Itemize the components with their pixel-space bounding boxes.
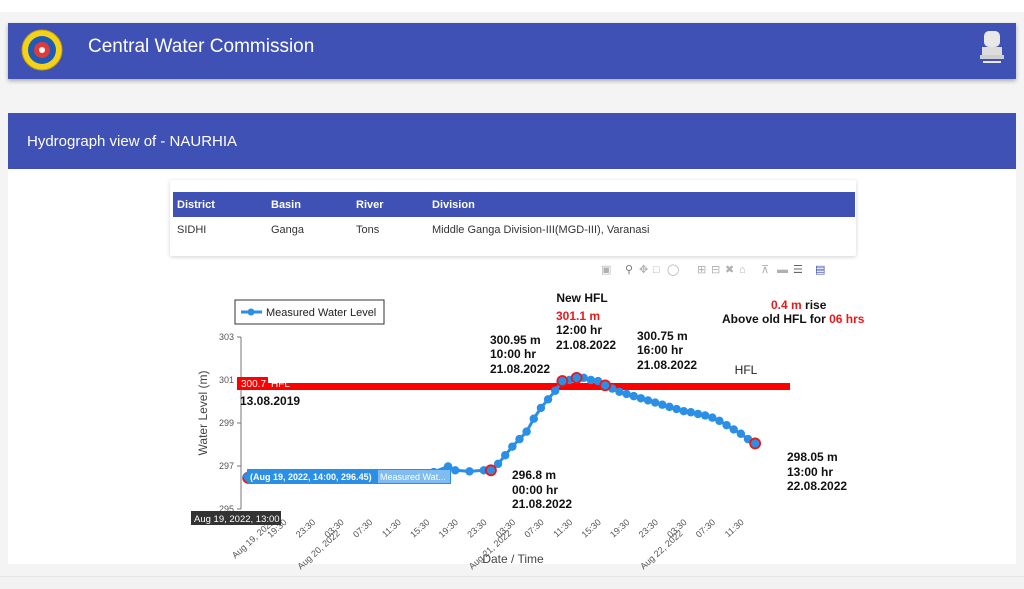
column-header-division: Division — [428, 192, 855, 217]
bottom-strip — [0, 576, 1024, 589]
camera-icon[interactable]: ▣ — [601, 264, 612, 276]
national-emblem-icon — [980, 31, 1004, 63]
zoom-icon[interactable]: ⚲ — [625, 264, 634, 276]
hydrograph-plot[interactable] — [178, 262, 848, 564]
table-row: SIDHI Ganga Tons Middle Ganga Division-I… — [173, 217, 855, 242]
cell-river: Tons — [356, 223, 380, 236]
station-info-card: District Basin River Division SIDHI Gang… — [170, 180, 856, 256]
hover-compare-icon[interactable]: ☰ — [793, 264, 803, 276]
app-title: Central Water Commission — [88, 36, 315, 57]
box-select-icon[interactable]: □ — [653, 264, 660, 276]
reset-axes-icon[interactable]: ⌂ — [739, 264, 746, 276]
app-bar: Central Water Commission — [8, 23, 1016, 79]
page-header: Hydrograph view of - NAURHIA — [8, 113, 1016, 169]
station-info-table: District Basin River Division SIDHI Gang… — [173, 192, 855, 242]
hover-closest-icon[interactable]: ▬ — [777, 264, 788, 276]
spike-lines-icon[interactable]: ⊼ — [761, 264, 770, 276]
cwc-logo-icon — [21, 29, 63, 71]
cell-division: Middle Ganga Division-III(MGD-III), Vara… — [432, 223, 650, 236]
top-strip — [0, 0, 1024, 12]
lasso-icon[interactable]: ◯ — [667, 264, 680, 276]
page-title: Hydrograph view of - NAURHIA — [27, 133, 238, 150]
cell-district: SIDHI — [177, 223, 207, 236]
table-header-row: District Basin River Division — [173, 192, 855, 217]
plotly-logo-icon[interactable]: ▤ — [815, 264, 826, 276]
zoom-in-icon[interactable]: ⊞ — [697, 264, 707, 276]
autoscale-icon[interactable]: ✖ — [725, 264, 735, 276]
zoom-out-icon[interactable]: ⊟ — [711, 264, 721, 276]
column-header-river: River — [352, 192, 428, 217]
pan-icon[interactable]: ✥ — [639, 264, 649, 276]
cell-basin: Ganga — [271, 223, 305, 236]
column-header-district: District — [173, 192, 267, 217]
column-header-basin: Basin — [267, 192, 352, 217]
